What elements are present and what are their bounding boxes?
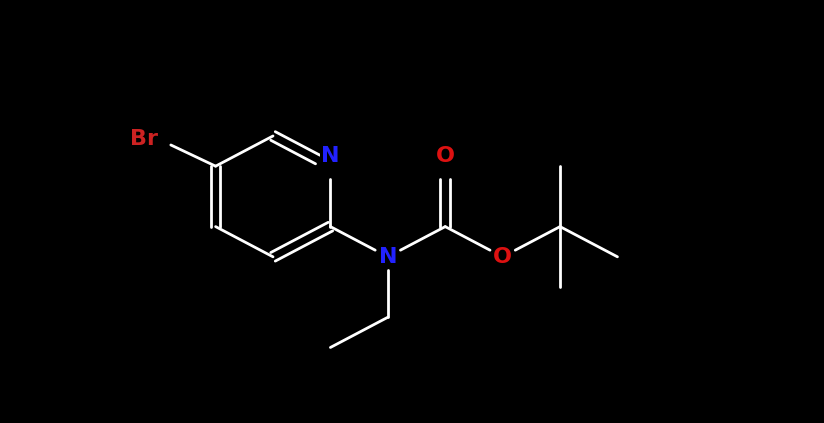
Text: O: O — [436, 146, 455, 166]
Text: N: N — [378, 247, 397, 267]
Text: O: O — [493, 247, 513, 267]
Text: Br: Br — [130, 129, 158, 149]
Text: N: N — [321, 146, 339, 166]
